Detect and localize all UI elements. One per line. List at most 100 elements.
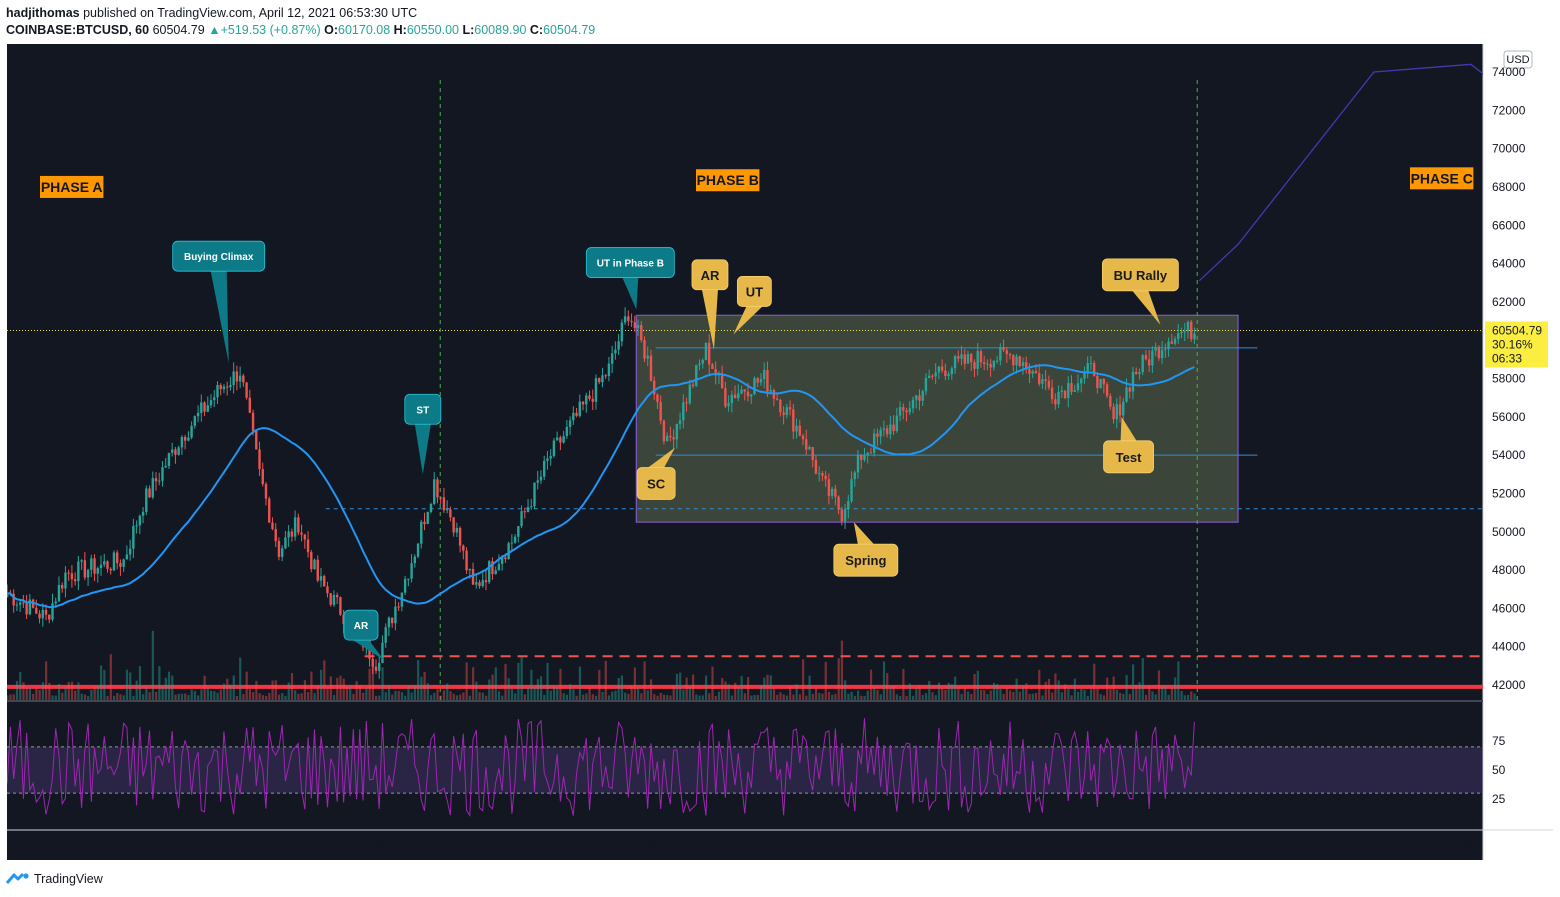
volume-bar: [695, 694, 698, 700]
volume-bar: [805, 695, 808, 700]
candle-body: [183, 437, 187, 441]
candle-body: [403, 578, 407, 593]
candle-body: [397, 606, 400, 608]
phase-label: PHASE C: [1411, 170, 1473, 186]
volume-bar: [857, 690, 860, 700]
volume-bar: [449, 691, 452, 700]
volume-bar: [912, 695, 915, 700]
annotation-pointer: [1120, 416, 1137, 441]
volume-bar: [627, 693, 630, 700]
candle-body: [303, 534, 307, 540]
volume-bar: [87, 695, 90, 700]
volume-bar: [860, 695, 863, 700]
annotation-label: AR: [354, 621, 369, 632]
volume-bar: [892, 685, 895, 700]
time-tick-label: 22: [239, 838, 253, 852]
volume-bar: [740, 676, 743, 700]
candle-body: [232, 371, 235, 386]
candle-body: [1067, 383, 1070, 399]
candle-body: [1054, 399, 1057, 405]
high-value: 60550.00: [406, 23, 459, 37]
volume-bar: [643, 661, 646, 700]
volume-bar: [158, 666, 161, 700]
volume-bar: [899, 695, 902, 700]
candle-body: [277, 541, 281, 557]
volume-bar: [410, 692, 413, 700]
candle-body: [170, 449, 174, 453]
candle-body: [620, 322, 624, 342]
annotation-label: Spring: [845, 553, 886, 568]
volume-bar: [51, 695, 54, 700]
candle-body: [588, 395, 591, 399]
footer-brand[interactable]: TradingView: [34, 872, 103, 886]
symbol-label[interactable]: COINBASE:BTCUSD, 60: [6, 23, 150, 37]
price-tick-label: 64000: [1492, 257, 1526, 271]
candle-body: [539, 476, 543, 481]
volume-bar: [1186, 695, 1190, 700]
annotation-label: UT: [746, 284, 763, 299]
candle-body: [678, 420, 682, 424]
volume-bar: [970, 694, 973, 700]
candle-body: [44, 609, 48, 615]
volume-bar: [989, 690, 992, 700]
volume-bar: [918, 685, 921, 700]
volume-bar: [737, 687, 740, 700]
volume-bar: [400, 692, 404, 700]
candle-body: [449, 509, 452, 518]
author-name[interactable]: hadjithomas: [6, 6, 80, 20]
volume-bar: [420, 676, 423, 700]
volume-bar: [1070, 695, 1073, 700]
volume-bar: [527, 687, 530, 700]
volume-bar: [763, 677, 766, 700]
volume-bar: [103, 670, 106, 700]
annotation-pointer: [414, 424, 431, 475]
volume-bar: [1106, 677, 1109, 700]
volume-bar: [142, 694, 145, 700]
candle-body: [1073, 390, 1076, 392]
candle-body: [180, 437, 184, 448]
candle-body: [905, 410, 908, 413]
volume-bar: [711, 666, 714, 700]
volume-bar: [844, 680, 847, 700]
volume-bar: [93, 686, 96, 700]
volume-bar: [504, 664, 507, 700]
volume-bar: [814, 688, 818, 700]
candle-body: [931, 375, 934, 377]
volume-bar: [1154, 694, 1157, 700]
volume-bar: [25, 688, 28, 700]
candle-body: [911, 399, 915, 409]
volume-bar: [1057, 680, 1060, 700]
candle-body: [378, 662, 381, 671]
candle-body: [552, 440, 556, 457]
time-tick-label: 26: [1462, 838, 1476, 852]
candle-body: [960, 354, 963, 359]
volume-bar: [578, 666, 581, 700]
candle-body: [885, 428, 889, 435]
candle-body: [672, 437, 675, 440]
candle-body: [636, 325, 640, 329]
candle-body: [261, 469, 264, 485]
candle-body: [310, 552, 313, 570]
volume-bar: [743, 693, 746, 700]
annotation-label: ST: [416, 405, 429, 416]
candle-body: [1135, 371, 1138, 375]
candle-body: [18, 602, 22, 605]
volume-bar: [365, 688, 368, 700]
candle-body: [1157, 346, 1161, 359]
candle-body: [992, 360, 996, 368]
candle-body: [530, 506, 533, 508]
candle-body: [300, 532, 303, 535]
volume-bar: [1099, 694, 1102, 700]
volume-bar: [242, 694, 245, 700]
candle-body: [465, 550, 468, 571]
volume-bar: [491, 674, 494, 700]
candle-body: [1008, 354, 1012, 356]
volume-bar: [358, 685, 362, 700]
volume-bar: [48, 682, 51, 700]
volume-bar: [789, 686, 792, 700]
volume-bar: [795, 684, 798, 700]
volume-bar: [569, 684, 572, 700]
volume-bar: [539, 676, 543, 700]
tradingview-logo-icon[interactable]: [6, 871, 30, 887]
